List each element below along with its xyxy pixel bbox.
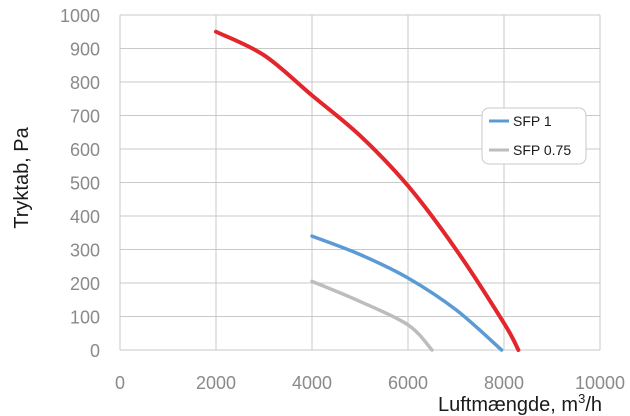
y-tick-label: 600 <box>70 140 100 160</box>
y-tick-label: 1000 <box>60 6 100 26</box>
y-tick-labels: 0 100 200 300 400 500 600 700 800 900 1000 <box>60 6 100 361</box>
y-tick-label: 100 <box>70 308 100 328</box>
y-tick-label: 200 <box>70 274 100 294</box>
x-tick-label: 8000 <box>484 373 524 393</box>
y-tick-label: 400 <box>70 207 100 227</box>
x-axis-label: Luftmængde, m3/h <box>438 391 602 416</box>
legend-label-sfp-1: SFP 1 <box>513 113 552 129</box>
legend: SFP 1 SFP 0.75 <box>481 107 587 165</box>
y-tick-label: 0 <box>90 341 100 361</box>
series-line-red <box>214 29 521 352</box>
y-tick-label: 800 <box>70 73 100 93</box>
x-tick-labels: 0 2000 4000 6000 8000 10000 <box>115 373 625 393</box>
series-line-sfp-1 <box>310 234 504 352</box>
x-tick-label: 10000 <box>575 373 625 393</box>
x-tick-label: 2000 <box>196 373 236 393</box>
y-tick-label: 500 <box>70 174 100 194</box>
y-tick-label: 300 <box>70 241 100 261</box>
x-tick-label: 6000 <box>388 373 428 393</box>
x-axis-label-suffix: /h <box>585 394 602 416</box>
series-line-sfp-075 <box>310 279 434 352</box>
y-axis-label: Tryktab, Pa <box>11 126 33 228</box>
grid <box>119 14 601 351</box>
y-tick-label: 900 <box>70 40 100 60</box>
x-axis-label-superscript: 3 <box>578 391 585 406</box>
series-lines <box>214 29 521 352</box>
y-tick-label: 700 <box>70 107 100 127</box>
x-tick-label: 4000 <box>292 373 332 393</box>
legend-label-sfp-075: SFP 0.75 <box>513 142 571 158</box>
x-tick-label: 0 <box>115 373 125 393</box>
